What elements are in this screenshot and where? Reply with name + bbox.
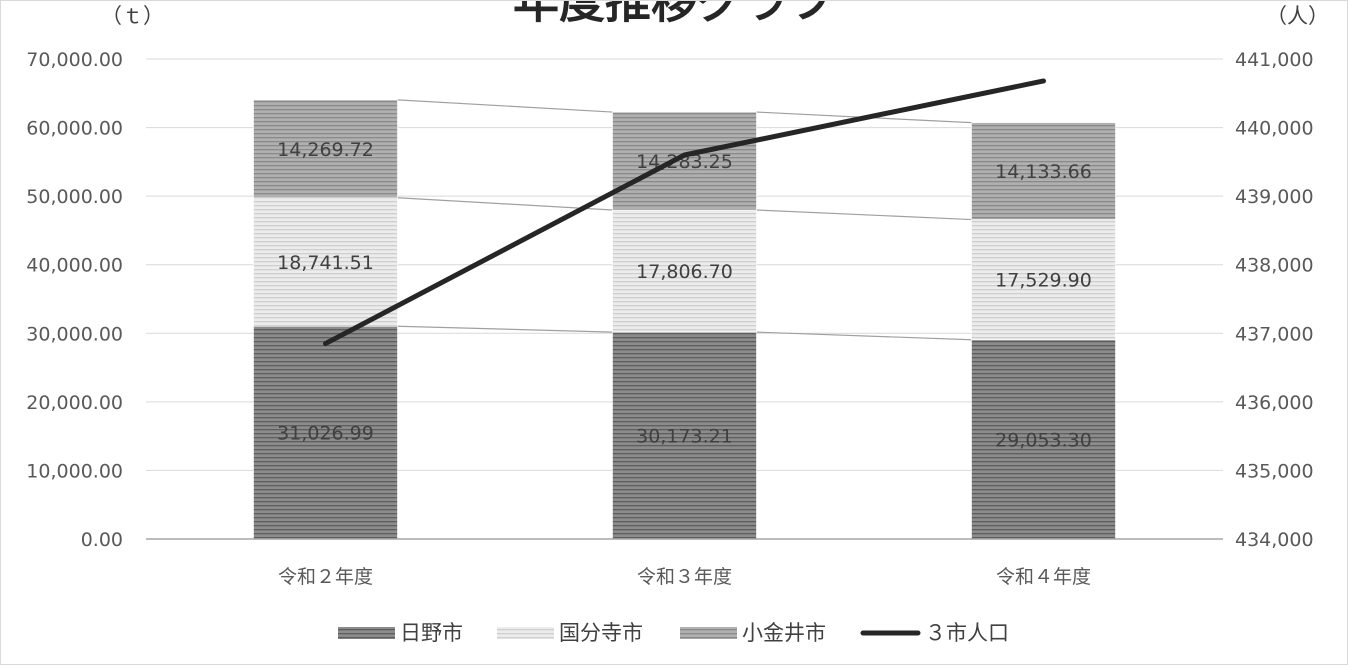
legend-label: ３市人口 — [925, 621, 1009, 645]
axes: 0.00 434,000 10,000.00 435,000 20,000.00 436,… — [26, 49, 1313, 588]
legend-label: 小金井市 — [742, 621, 826, 645]
right-axis-tick-label: 441,000 — [1235, 49, 1314, 71]
bar-segment — [612, 209, 757, 333]
left-axis-tick-label: 60,000.00 — [26, 118, 123, 140]
bar-data-label: 18,741.51 — [277, 252, 374, 274]
bar-segment — [612, 331, 757, 540]
bar-segment — [971, 122, 1116, 220]
right-axis-tick-label: 434,000 — [1235, 529, 1314, 551]
left-axis-tick-label: 30,000.00 — [26, 323, 123, 345]
bars — [253, 99, 1116, 540]
legend-swatch — [497, 627, 554, 639]
bar-segment — [971, 219, 1116, 341]
right-axis-tick-label: 437,000 — [1235, 323, 1314, 345]
bar-data-label: 31,026.99 — [277, 423, 374, 445]
bar-data-label: 17,806.70 — [636, 261, 733, 283]
legend: 日野市 国分寺市 小金井市 ３市人口 — [338, 621, 1009, 645]
bar-data-label: 14,269.72 — [277, 139, 374, 161]
left-axis-tick-label: 20,000.00 — [26, 392, 123, 414]
left-axis-tick-label: 50,000.00 — [26, 186, 123, 208]
x-axis-tick-label: 令和３年度 — [637, 566, 732, 588]
left-axis-unit: （ｔ） — [101, 4, 164, 28]
legend-label: 日野市 — [400, 621, 463, 645]
bar-segment — [971, 339, 1116, 540]
legend-swatch — [680, 627, 737, 639]
bar-segment — [253, 325, 398, 540]
left-axis-tick-label: 0.00 — [81, 529, 123, 551]
series-connector-line — [756, 209, 972, 221]
bar-segment — [253, 99, 398, 199]
right-axis-tick-label: 435,000 — [1235, 460, 1314, 482]
population-series-line — [323, 78, 1046, 347]
series-connector-line — [397, 325, 613, 333]
series-connector-line — [397, 197, 613, 211]
x-axis-tick-label: 令和２年度 — [278, 566, 373, 588]
right-axis-tick-label: 440,000 — [1235, 118, 1314, 140]
left-axis-tick-label: 40,000.00 — [26, 255, 123, 277]
bar-data-label: 17,529.90 — [995, 270, 1092, 292]
right-axis-tick-label: 436,000 — [1235, 392, 1314, 414]
chart-title: 年度推移グラフ — [513, 1, 835, 29]
bar-data-label: 29,053.30 — [995, 429, 1092, 451]
bar-data-label: 14,133.66 — [995, 161, 1092, 183]
right-axis-unit: （人） — [1266, 4, 1329, 28]
series-connector-line — [756, 331, 972, 341]
right-axis-tick-label: 438,000 — [1235, 255, 1314, 277]
bar-segment — [253, 197, 398, 327]
series-connector-line — [397, 99, 613, 113]
bar-data-label: 30,173.21 — [636, 426, 733, 448]
left-axis-tick-label: 70,000.00 — [26, 49, 123, 71]
legend-swatch — [338, 627, 395, 639]
right-axis-tick-label: 439,000 — [1235, 186, 1314, 208]
bar-segment — [612, 111, 757, 211]
legend-label: 国分寺市 — [559, 621, 643, 645]
left-axis-tick-label: 10,000.00 — [26, 460, 123, 482]
population-line — [323, 78, 1046, 347]
x-axis-tick-label: 令和４年度 — [996, 566, 1091, 588]
